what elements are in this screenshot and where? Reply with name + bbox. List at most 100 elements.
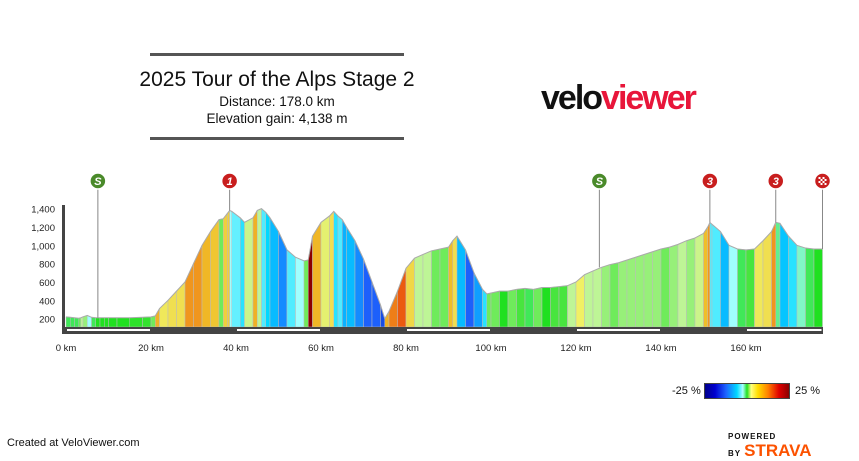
gradient-segment xyxy=(439,246,449,328)
gradient-segment xyxy=(74,317,79,328)
strava-logo: STRAVA xyxy=(744,441,812,460)
gradient-segment xyxy=(694,232,704,328)
gradient-segment xyxy=(333,210,339,328)
checkered-flag-icon xyxy=(822,177,825,179)
gradient-segment xyxy=(754,240,764,328)
climb-marker-icon xyxy=(220,172,239,190)
sprint-marker-icon xyxy=(590,172,609,190)
gradient-segment xyxy=(567,281,577,328)
gradient-segment xyxy=(167,290,177,328)
checkered-flag-icon xyxy=(820,179,823,181)
y-tick-label: 1,000 xyxy=(31,241,55,252)
gradient-segment xyxy=(320,215,330,328)
distance-scale-segment xyxy=(67,329,150,331)
climb-marker-icon xyxy=(701,172,719,190)
gradient-segment xyxy=(669,244,679,328)
gradient-segment xyxy=(779,222,789,328)
x-tick-label: 160 km xyxy=(730,343,761,354)
gradient-segment xyxy=(482,288,487,328)
gradient-segment xyxy=(354,240,364,328)
y-tick-label: 200 xyxy=(39,315,55,326)
checkered-flag-icon xyxy=(820,183,823,185)
gradient-segment xyxy=(686,237,696,328)
elevation-gain-label: Elevation gain: 4,138 m xyxy=(206,111,348,126)
gradient-segment xyxy=(524,288,534,328)
gradient-legend-bar xyxy=(704,383,790,399)
gradient-segment xyxy=(65,316,71,328)
gradient-segment xyxy=(82,315,88,328)
header-rule-top xyxy=(150,53,404,56)
profile-area xyxy=(65,208,823,328)
legend-min-label: -25 % xyxy=(672,385,701,397)
gradient-segment xyxy=(142,316,152,328)
gradient-segment xyxy=(550,286,560,328)
logo-part-viewer: viewer xyxy=(601,79,697,117)
y-axis-line xyxy=(62,205,65,333)
y-tick-label: 400 xyxy=(39,296,55,307)
gradient-segment xyxy=(210,218,220,328)
gradient-segment xyxy=(312,221,322,328)
gradient-segment xyxy=(677,240,687,328)
gradient-segment xyxy=(108,317,118,328)
gradient-segment xyxy=(116,317,130,328)
x-tick-label: 120 km xyxy=(560,343,591,354)
marker-label: 1 xyxy=(227,176,233,188)
checkered-flag-icon xyxy=(822,181,825,183)
gradient-segment xyxy=(269,216,279,328)
gradient-segment xyxy=(558,285,568,328)
gradient-segment xyxy=(231,210,241,328)
climb-marker-icon xyxy=(767,172,785,190)
gradient-segment xyxy=(720,230,730,328)
profile-outline xyxy=(65,208,823,320)
gradient-segment xyxy=(533,287,543,328)
gradient-segment xyxy=(193,245,203,328)
marker-label: 3 xyxy=(773,176,779,188)
gradient-segment xyxy=(265,211,271,328)
gradient-segment xyxy=(575,274,585,328)
marker-label: S xyxy=(94,176,102,188)
gradient-segment xyxy=(626,256,636,328)
gradient-segment xyxy=(257,208,262,328)
distance-scale-segment xyxy=(747,329,822,331)
gradient-segment xyxy=(486,292,492,328)
gradient-segment xyxy=(95,317,101,328)
gradient-segment xyxy=(635,254,645,328)
gradient-segment xyxy=(448,239,453,328)
gradient-segment xyxy=(728,244,738,328)
gradient-segment xyxy=(99,317,105,328)
gradient-segment xyxy=(737,248,747,328)
sprint-marker-icon xyxy=(89,172,107,190)
gradient-segment xyxy=(286,249,296,328)
gradient-segment xyxy=(609,262,619,328)
gradient-segment xyxy=(223,212,228,328)
axes: 200 400 600 800 1,000 1,200 1,400 0 km 20 km 40 k… xyxy=(31,205,823,354)
marker-layer: S 1 S 3 3 xyxy=(89,172,832,318)
page-title: 2025 Tour of the Alps Stage 2 xyxy=(139,68,415,91)
gradient-segment xyxy=(431,248,441,328)
gradient-segment xyxy=(499,290,509,328)
gradient-segment xyxy=(796,244,806,328)
y-tick-label: 1,200 xyxy=(31,223,55,234)
gradient-segment xyxy=(516,288,526,328)
gradient-segment xyxy=(660,246,670,328)
gradient-segment xyxy=(422,250,432,328)
gradient-segment xyxy=(592,266,602,328)
gradient-segment xyxy=(384,310,390,328)
gradient-segment xyxy=(703,226,708,328)
gradient-segment xyxy=(303,259,309,328)
gradient-segment xyxy=(129,317,143,328)
powered-by-strava: POWERED BY STRAVA xyxy=(728,432,859,461)
gradient-segment xyxy=(775,222,781,328)
distance-label: Distance: 178.0 km xyxy=(219,94,335,109)
gradient-segment xyxy=(643,251,653,328)
gradient-segment xyxy=(397,268,407,328)
distance-scale-segment xyxy=(407,329,490,331)
gradient-segment xyxy=(456,235,466,328)
x-tick-label: 20 km xyxy=(138,343,164,354)
gradient-segment xyxy=(229,210,232,328)
gradient-segment xyxy=(80,316,84,328)
distance-scale-segment xyxy=(577,329,660,331)
header-rule-bottom xyxy=(150,137,404,140)
gradient-segment xyxy=(405,257,415,328)
